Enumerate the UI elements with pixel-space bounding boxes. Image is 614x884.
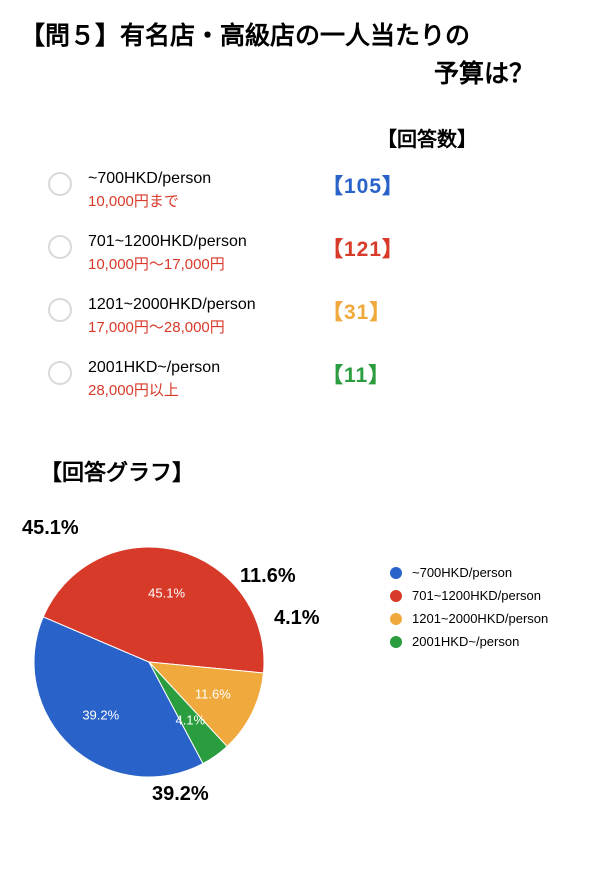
counts-header: 【回答数】: [260, 123, 594, 152]
question-title: 【問５】有名店・高級店の一人当たりの 予算は？: [20, 18, 594, 93]
option-text: 701~1200HKD/person 10,000円〜17,000円: [88, 233, 298, 274]
pie-external-label: 4.1%: [274, 607, 320, 630]
pie-external-label: 45.1%: [22, 517, 79, 540]
pie-external-label: 11.6%: [240, 565, 296, 588]
option-text: 2001HKD~/person 28,000円以上: [88, 359, 298, 400]
title-line2: 予算は？: [20, 56, 534, 94]
option-sublabel: 17,000円〜28,000円: [88, 316, 298, 337]
legend-item: 701~1200HKD/person: [390, 588, 548, 603]
legend-label: ~700HKD/person: [412, 565, 512, 580]
radio-icon[interactable]: [48, 235, 72, 259]
radio-icon[interactable]: [48, 298, 72, 322]
pie-inner-label: 45.1%: [148, 585, 185, 600]
legend-item: ~700HKD/person: [390, 565, 548, 580]
option-label: 701~1200HKD/person: [88, 233, 298, 251]
option-row: ~700HKD/person 10,000円まで 【105】: [20, 170, 594, 211]
option-sublabel: 10,000円〜17,000円: [88, 253, 298, 274]
option-row: 1201~2000HKD/person 17,000円〜28,000円 【31】: [20, 296, 594, 337]
pie-inner-label: 11.6%: [195, 686, 231, 701]
legend-dot-icon: [390, 567, 402, 579]
option-text: ~700HKD/person 10,000円まで: [88, 170, 298, 211]
title-line1: 【問５】有名店・高級店の一人当たりの: [20, 18, 534, 56]
option-count: 【121】: [322, 233, 404, 263]
option-label: 1201~2000HKD/person: [88, 296, 298, 314]
pie-chart: 39.2% 45.1% 11.6% 4.1%: [34, 547, 264, 777]
option-row: 701~1200HKD/person 10,000円〜17,000円 【121】: [20, 233, 594, 274]
legend-label: 1201~2000HKD/person: [412, 611, 548, 626]
legend: ~700HKD/person 701~1200HKD/person 1201~200…: [390, 565, 548, 657]
option-count: 【31】: [322, 296, 391, 326]
option-count: 【105】: [322, 170, 404, 200]
option-text: 1201~2000HKD/person 17,000円〜28,000円: [88, 296, 298, 337]
legend-dot-icon: [390, 613, 402, 625]
pie-inner-label: 4.1%: [175, 713, 205, 728]
option-label: ~700HKD/person: [88, 170, 298, 188]
option-label: 2001HKD~/person: [88, 359, 298, 377]
pie-external-label: 39.2%: [152, 783, 209, 806]
legend-dot-icon: [390, 636, 402, 648]
legend-item: 2001HKD~/person: [390, 634, 548, 649]
option-sublabel: 10,000円まで: [88, 190, 298, 211]
pie-inner-label: 39.2%: [82, 707, 119, 722]
option-count: 【11】: [322, 359, 390, 389]
legend-item: 1201~2000HKD/person: [390, 611, 548, 626]
radio-icon[interactable]: [48, 361, 72, 385]
option-row: 2001HKD~/person 28,000円以上 【11】: [20, 359, 594, 400]
graph-title: 【回答グラフ】: [20, 455, 594, 487]
chart-area: 39.2%45.1%11.6%4.1% 39.2%45.1%11.6%4.1% …: [20, 499, 594, 809]
legend-dot-icon: [390, 590, 402, 602]
radio-icon[interactable]: [48, 172, 72, 196]
legend-label: 2001HKD~/person: [412, 634, 519, 649]
options-list: ~700HKD/person 10,000円まで 【105】 701~1200HKD/…: [20, 170, 594, 400]
legend-label: 701~1200HKD/person: [412, 588, 541, 603]
option-sublabel: 28,000円以上: [88, 379, 298, 400]
